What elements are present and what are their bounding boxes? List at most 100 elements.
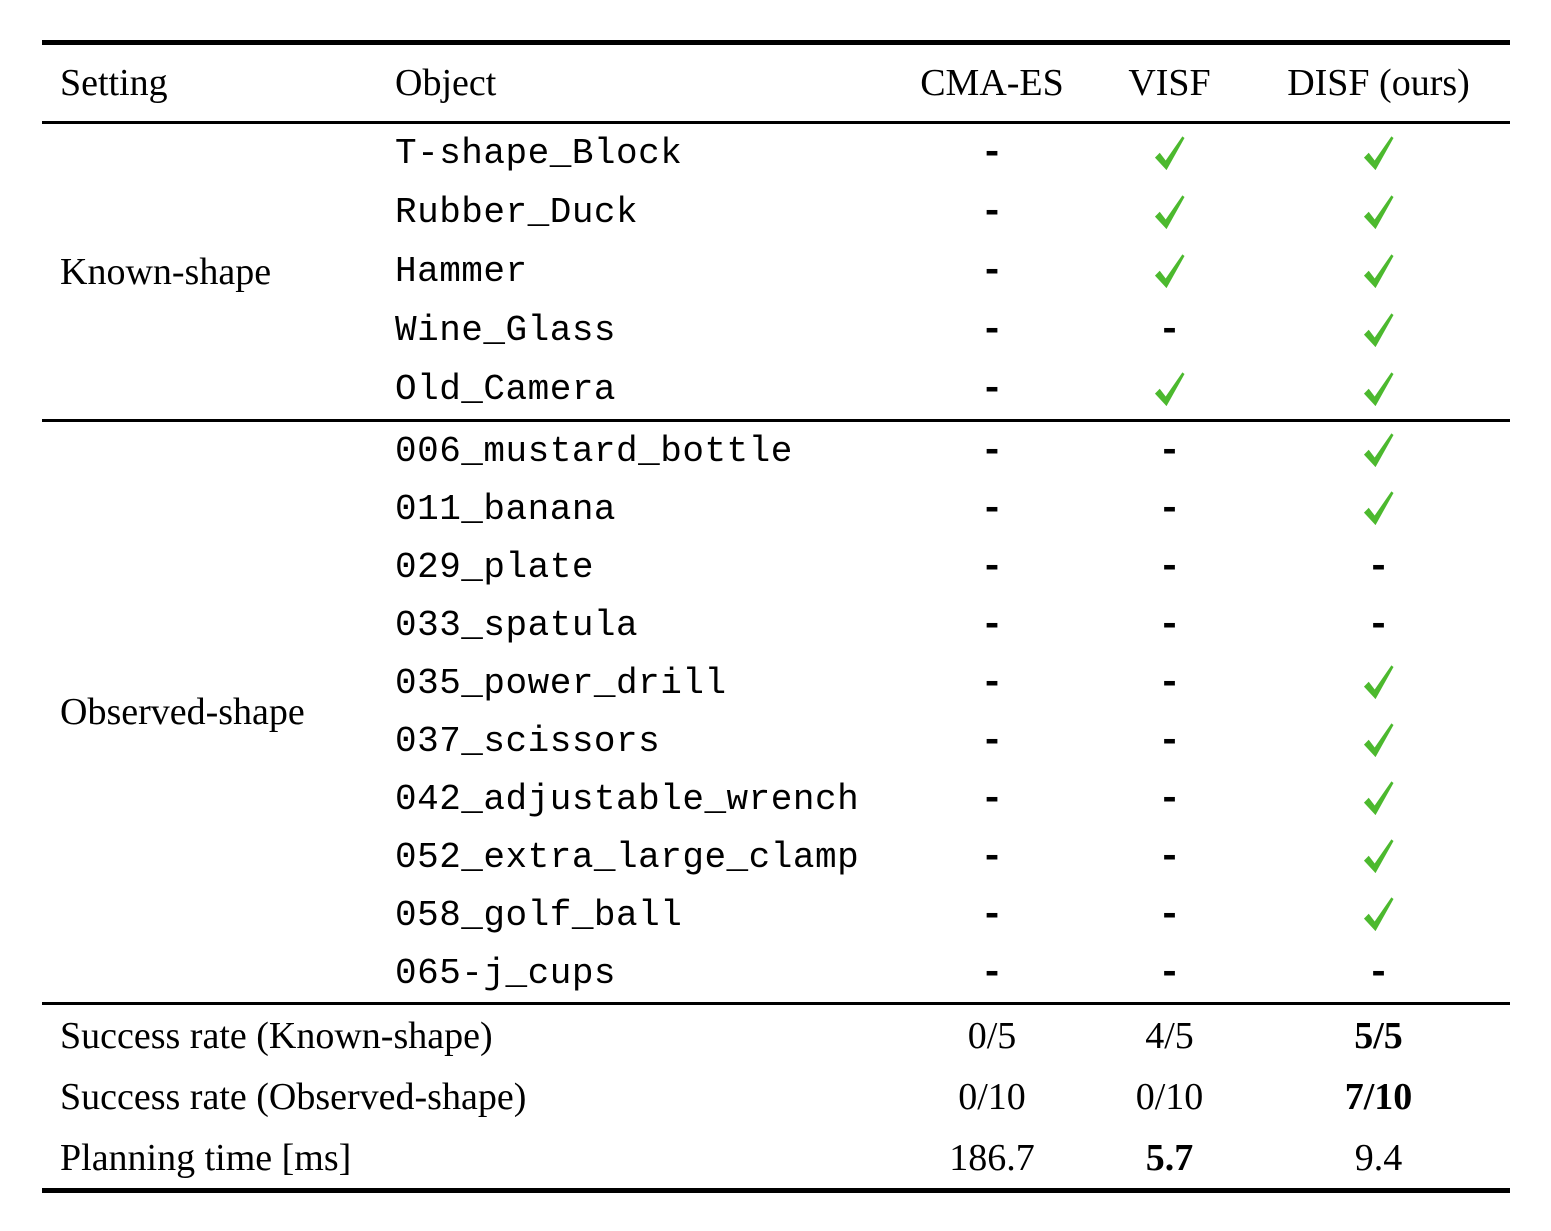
result-disf — [1247, 828, 1510, 886]
result-disf — [1247, 123, 1510, 184]
results-table: Setting Object CMA-ES VISF DISF (ours) K… — [42, 40, 1510, 1193]
result-visf — [1092, 828, 1247, 886]
table-row: Hammer — [42, 242, 1510, 301]
result-disf — [1247, 183, 1510, 242]
result-cma-es — [892, 596, 1092, 654]
result-cma-es — [892, 480, 1092, 538]
check-icon — [1363, 723, 1394, 758]
table-row: Old_Camera — [42, 360, 1510, 421]
summary-value-cma-es: 186.7 — [949, 1136, 1035, 1179]
result-disf — [1247, 480, 1510, 538]
object-name: 006_mustard_bottle — [395, 430, 793, 472]
check-icon — [1363, 312, 1394, 347]
object-name: Wine_Glass — [395, 310, 617, 351]
check-icon — [1363, 839, 1394, 874]
result-disf — [1247, 242, 1510, 301]
result-visf — [1092, 360, 1247, 421]
object-name: 037_scissors — [395, 720, 661, 762]
result-disf — [1247, 770, 1510, 828]
check-icon — [1363, 491, 1394, 526]
header-object: Object — [395, 62, 497, 104]
object-name: T-shape_Block — [395, 133, 683, 174]
result-cma-es — [892, 944, 1092, 1004]
object-name: Old_Camera — [395, 369, 617, 410]
table-row: Wine_Glass — [42, 301, 1510, 360]
result-visf — [1092, 421, 1247, 481]
object-name: Rubber_Duck — [395, 192, 639, 233]
table-row: 035_power_drill — [42, 654, 1510, 712]
result-visf — [1092, 654, 1247, 712]
object-name: 011_banana — [395, 488, 617, 530]
section-label-observed: Observed-shape — [60, 691, 305, 733]
object-name: 035_power_drill — [395, 662, 727, 704]
check-icon — [1154, 253, 1185, 288]
result-disf — [1247, 886, 1510, 944]
table-row: Rubber_Duck — [42, 183, 1510, 242]
header-disf: DISF (ours) — [1287, 62, 1470, 104]
result-cma-es — [892, 301, 1092, 360]
result-cma-es — [892, 712, 1092, 770]
check-icon — [1154, 371, 1185, 406]
result-cma-es — [892, 242, 1092, 301]
result-visf — [1092, 242, 1247, 301]
summary-label: Success rate (Known-shape) — [60, 1014, 493, 1057]
object-name: Hammer — [395, 251, 528, 292]
summary-value-disf: 5/5 — [1354, 1014, 1403, 1057]
check-icon — [1363, 897, 1394, 932]
summary-value-disf: 7/10 — [1344, 1075, 1413, 1118]
summary-label: Planning time [ms] — [60, 1136, 352, 1179]
summary-value-visf: 0/10 — [1135, 1075, 1204, 1118]
table-row: 011_banana — [42, 480, 1510, 538]
result-visf — [1092, 770, 1247, 828]
summary-value-cma-es: 0/10 — [958, 1075, 1026, 1118]
object-name: 052_extra_large_clamp — [395, 836, 860, 878]
result-cma-es — [892, 183, 1092, 242]
result-visf — [1092, 480, 1247, 538]
result-cma-es — [892, 886, 1092, 944]
result-cma-es — [892, 770, 1092, 828]
result-disf — [1247, 596, 1510, 654]
summary-value-visf: 5.7 — [1145, 1136, 1194, 1179]
header-row: Setting Object CMA-ES VISF DISF (ours) — [42, 43, 1510, 123]
result-cma-es — [892, 538, 1092, 596]
summary-value-disf: 9.4 — [1354, 1136, 1403, 1179]
table-row: 033_spatula — [42, 596, 1510, 654]
header-visf: VISF — [1128, 62, 1211, 104]
header-cma-es: CMA-ES — [920, 62, 1064, 104]
result-disf — [1247, 360, 1510, 421]
check-icon — [1363, 433, 1394, 468]
check-icon — [1363, 665, 1394, 700]
table-row: Observed-shape 006_mustard_bottle — [42, 421, 1510, 733]
result-cma-es — [892, 654, 1092, 712]
object-name: 029_plate — [395, 546, 594, 588]
table-header: Setting Object CMA-ES VISF DISF (ours) — [42, 43, 1510, 123]
result-visf — [1092, 712, 1247, 770]
check-icon — [1363, 135, 1394, 170]
result-visf — [1092, 123, 1247, 184]
result-cma-es — [892, 828, 1092, 886]
summary-row: Success rate (Observed-shape) 0/10 0/10 … — [42, 1066, 1510, 1127]
summary-row: Planning time [ms] 186.7 5.7 9.4 — [42, 1127, 1510, 1191]
check-icon — [1363, 371, 1394, 406]
result-disf — [1247, 712, 1510, 770]
table-row: 058_golf_ball — [42, 886, 1510, 944]
result-cma-es — [892, 421, 1092, 481]
check-icon — [1154, 194, 1185, 229]
result-visf — [1092, 886, 1247, 944]
observed-shape-section: Observed-shape 006_mustard_bottle 011_ba… — [42, 421, 1510, 1004]
table-row: 037_scissors — [42, 712, 1510, 770]
summary-value-visf: 4/5 — [1145, 1014, 1194, 1057]
check-icon — [1363, 194, 1394, 229]
check-icon — [1363, 781, 1394, 816]
table-row: 065-j_cups — [42, 944, 1510, 1004]
result-cma-es — [892, 123, 1092, 184]
check-icon — [1363, 253, 1394, 288]
result-disf — [1247, 654, 1510, 712]
object-name: 065-j_cups — [395, 952, 617, 994]
header-setting: Setting — [60, 62, 168, 104]
table-row: 052_extra_large_clamp — [42, 828, 1510, 886]
summary-section: Success rate (Known-shape) 0/5 4/5 5/5 S… — [42, 1004, 1510, 1191]
object-name: 042_adjustable_wrench — [395, 778, 860, 820]
results-table-wrapper: Setting Object CMA-ES VISF DISF (ours) K… — [42, 40, 1510, 1193]
